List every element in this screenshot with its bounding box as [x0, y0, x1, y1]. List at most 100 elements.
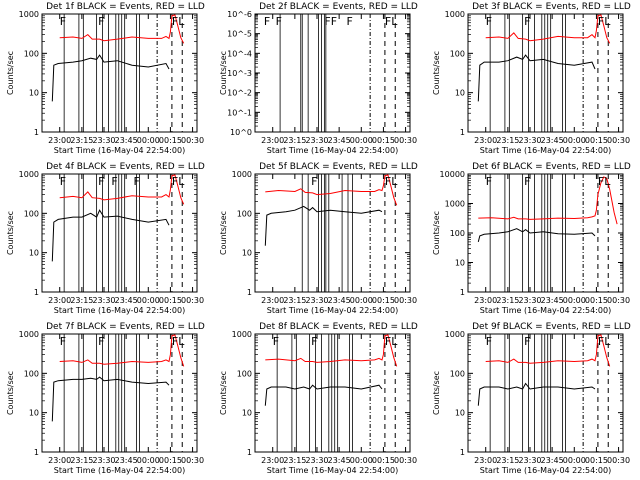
x-tick-label: 00:30 [607, 136, 630, 145]
flag-label: F [273, 335, 279, 348]
y-tick-label: 100 [237, 369, 252, 378]
x-tick-label: 23:15 [283, 456, 306, 465]
flag-label: FL [598, 335, 611, 348]
y-tick-label: 10 [242, 409, 252, 418]
x-tick-label: 00:15 [159, 136, 182, 145]
y-axis-label: Counts/sec [219, 371, 228, 415]
flag-label: F [134, 175, 140, 188]
x-tick-label: 23:00 [48, 456, 71, 465]
y-tick-label: 10^-6 [227, 10, 252, 19]
series-lld-line [485, 334, 611, 367]
y-tick-label: 100 [24, 49, 39, 58]
x-tick-label: 23:00 [261, 456, 284, 465]
y-axis-label: Counts/sec [219, 211, 228, 255]
flag-label: F [60, 15, 66, 28]
x-tick-label: 00:30 [181, 136, 204, 145]
y-tick-label: 10^-2 [227, 89, 252, 98]
series-lld-line [485, 14, 611, 44]
x-tick-label: 00:00 [137, 296, 160, 305]
chart-title: Det 3f BLACK = Events, RED = LLD [472, 2, 631, 12]
x-tick-label: 23:15 [496, 456, 519, 465]
flag-label: F [60, 335, 66, 348]
x-tick-label: 23:45 [328, 296, 351, 305]
y-tick-label: 1000 [232, 170, 252, 179]
x-tick-label: 23:45 [328, 136, 351, 145]
plot-frame [254, 13, 411, 133]
flag-label: F [486, 335, 492, 348]
flag-label: FL [598, 175, 611, 188]
chart-panel-1: Det 1f BLACK = Events, RED = LLD F F FL 1 10 1… [6, 2, 205, 155]
y-axis-label: Counts/sec [6, 211, 15, 255]
y-tick-label: 1 [460, 448, 465, 457]
y-tick-label: 10 [29, 89, 39, 98]
x-axis-label: Start Time (16-May-04 22:54:00) [267, 466, 398, 475]
y-tick-label: 100 [450, 229, 465, 238]
y-tick-label: 10 [455, 89, 465, 98]
flag-label: F [347, 15, 353, 28]
x-tick-label: 23:15 [70, 136, 93, 145]
x-tick-label: 00:15 [585, 296, 608, 305]
flag-label: FL [385, 175, 398, 188]
y-tick-label: 100 [24, 209, 39, 218]
x-tick-label: 23:30 [92, 296, 115, 305]
chart-panel-7: Det 7f BLACK = Events, RED = LLD F F FL 1 10 1… [6, 322, 205, 475]
y-tick-label: 10 [29, 249, 39, 258]
x-tick-label: 00:30 [181, 456, 204, 465]
x-tick-label: 23:30 [518, 136, 541, 145]
chart-panel-6: Det 6f BLACK = Events, RED = LLD F F FL 1 10 1… [432, 162, 631, 315]
x-tick-label: 00:30 [607, 456, 630, 465]
x-tick-label: 23:45 [115, 136, 138, 145]
x-tick-label: 23:45 [541, 296, 564, 305]
x-tick-label: 23:00 [474, 296, 497, 305]
x-tick-label: 00:00 [563, 456, 586, 465]
y-tick-label: 1000 [19, 330, 39, 339]
y-tick-label: 1 [34, 288, 39, 297]
x-tick-label: 23:30 [305, 136, 328, 145]
series-events-line [51, 376, 170, 422]
flag-label: F [276, 15, 282, 28]
x-tick-label: 23:00 [474, 456, 497, 465]
x-tick-label: 00:15 [372, 296, 395, 305]
chart-title: Det 9f BLACK = Events, RED = LLD [472, 322, 631, 332]
flag-label: F [98, 175, 104, 188]
flag-label: F [98, 335, 104, 348]
flag-label: FF [324, 15, 337, 28]
series-lld-line [265, 174, 398, 206]
chart-panel-9: Det 9f BLACK = Events, RED = LLD F F FL 1 10 1… [432, 322, 631, 475]
plot-frame [41, 173, 198, 293]
x-tick-label: 00:00 [350, 296, 373, 305]
y-tick-label: 10^-5 [227, 30, 252, 39]
chart-title: Det 7f BLACK = Events, RED = LLD [46, 322, 205, 332]
x-tick-label: 00:00 [563, 296, 586, 305]
y-tick-label: 1 [247, 288, 252, 297]
x-axis-label: Start Time (16-May-04 22:54:00) [267, 306, 398, 315]
x-tick-label: 00:30 [394, 456, 417, 465]
x-tick-label: 00:15 [585, 136, 608, 145]
x-tick-label: 00:15 [159, 456, 182, 465]
series-lld-line [478, 176, 618, 225]
series-lld-line [59, 174, 185, 205]
y-tick-label: 10^-3 [227, 69, 252, 78]
x-tick-label: 23:45 [328, 456, 351, 465]
series-events-line [51, 54, 170, 102]
x-axis-label: Start Time (16-May-04 22:54:00) [480, 146, 611, 155]
flag-label: FL [385, 335, 398, 348]
series-lld-line [59, 14, 185, 44]
y-axis-label: Counts/sec [219, 51, 228, 95]
y-tick-label: 10^0 [230, 128, 252, 137]
y-tick-label: 1000 [445, 10, 465, 19]
y-tick-label: 1000 [445, 330, 465, 339]
x-tick-label: 23:30 [92, 456, 115, 465]
x-tick-label: 00:30 [181, 296, 204, 305]
x-tick-label: 23:30 [92, 136, 115, 145]
flag-label: F [524, 175, 530, 188]
series-lld-line [265, 334, 398, 367]
chart-title: Det 1f BLACK = Events, RED = LLD [46, 2, 205, 12]
chart-title: Det 2f BLACK = Events, RED = LLD [259, 2, 418, 12]
y-tick-label: 10000 [440, 170, 465, 179]
x-tick-label: 00:00 [563, 136, 586, 145]
y-tick-label: 10 [29, 409, 39, 418]
y-tick-label: 1 [247, 448, 252, 457]
flag-label: F [264, 15, 270, 28]
